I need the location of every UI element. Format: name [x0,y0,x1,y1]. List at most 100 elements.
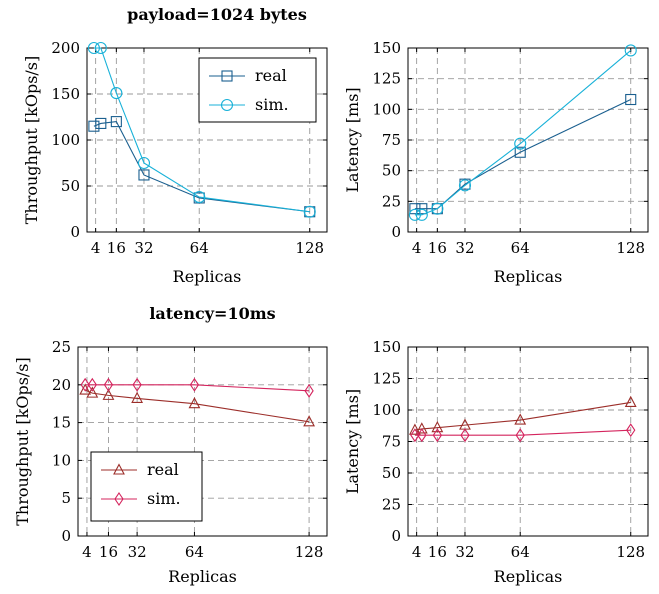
data-point [408,423,421,435]
chart-panel-4: 0 25 50 75 100 125 150 4 16 32 64 128 Replicas Latenc… [343,338,649,586]
data-point [415,208,428,221]
series-line [85,384,310,392]
data-point [110,87,123,100]
y-tick-label: 100 [372,401,401,419]
legend-label: real [255,66,287,85]
data-point [432,428,443,443]
x-tick-label: 64 [511,239,530,257]
y-axis-title: Throughput [kOps/s] [22,56,41,225]
data-point [625,93,637,106]
y-tick-label: 100 [51,131,80,149]
data-point [514,137,527,150]
y-tick-label: 125 [372,70,401,88]
data-point [193,190,206,204]
data-point [188,397,201,409]
data-point [416,203,428,215]
x-axis-title: Replicas [168,567,237,586]
x-tick-label: 4 [412,239,422,257]
data-point [79,383,92,395]
y-tick-label: 0 [391,223,401,241]
legend-marker [113,463,125,475]
data-point [458,179,472,192]
chart-panel-3: 0 5 10 15 20 25 4 16 32 64 128 Replicas Throughput [… [13,304,328,586]
series-sim [87,41,316,218]
legend-marker [221,70,233,82]
x-tick-label: 32 [455,239,474,257]
data-point [514,146,526,158]
y-tick-label: 150 [372,39,401,57]
series-real [409,93,637,215]
legend-box [90,451,203,522]
data-point [415,422,428,434]
y-axis-title: Latency [ms] [343,389,362,494]
chart-title: payload=1024 bytes [127,5,307,24]
series-line [84,389,310,423]
chart-title: latency=10ms [149,304,275,323]
data-point [303,415,315,427]
y-axis-title: Throughput [kOps/s] [13,357,32,526]
data-point [102,388,115,400]
y-tick-label: 50 [382,162,401,180]
data-point [87,377,97,392]
data-point [131,391,144,403]
data-point [86,386,99,398]
x-tick-label: 4 [412,543,422,561]
y-tick-label: 25 [382,192,401,210]
data-point [132,377,142,392]
data-point [431,420,444,433]
data-point [514,413,527,425]
data-point [95,117,107,129]
data-point [137,156,151,170]
legend-label: real [147,460,179,479]
y-tick-label: 25 [52,338,71,356]
legend: real sim. [198,57,317,123]
x-tick-label: 128 [616,239,645,257]
legend-marker [220,98,234,112]
series-line [414,429,631,436]
x-axis-title: Replicas [173,267,242,286]
series-line [414,50,632,216]
data-point [408,208,421,221]
data-point [410,428,420,443]
data-point [80,377,90,392]
y-tick-label: 200 [51,39,80,57]
y-axis-title: Latency [ms] [343,87,362,192]
data-point [460,428,470,443]
series-real [79,383,315,427]
data-point [431,202,444,215]
y-tick-label: 5 [61,489,71,507]
x-tick-label: 128 [616,543,645,561]
y-tick-label: 25 [382,496,401,514]
y-tick-label: 50 [382,464,401,482]
x-axis-title: Replicas [494,267,563,286]
x-tick-label: 16 [428,239,447,257]
data-point [110,116,122,128]
series-real [408,395,637,435]
series-sim [410,423,636,443]
x-tick-label: 128 [295,239,324,257]
data-point [303,205,316,218]
x-tick-label: 64 [511,543,530,561]
data-point [304,383,314,398]
x-tick-label: 32 [134,239,153,257]
data-point [189,377,200,392]
x-tick-label: 32 [455,543,474,561]
legend-label: sim. [147,489,181,508]
y-tick-label: 0 [70,223,80,241]
x-tick-label: 4 [82,543,92,561]
x-tick-label: 4 [91,239,101,257]
data-point [626,423,636,438]
x-tick-label: 16 [107,239,126,257]
x-tick-label: 16 [428,543,447,561]
series-sim [408,44,637,221]
legend-marker [114,492,124,506]
series-line [414,401,631,431]
plot-frame [77,346,328,537]
series-sim [80,377,314,398]
y-tick-label: 0 [61,527,71,545]
data-point [515,428,525,443]
chart-panel-2: 0 25 50 75 100 125 150 4 16 32 64 128 Replicas Latenc… [343,39,649,286]
x-tick-label: 128 [295,543,324,561]
